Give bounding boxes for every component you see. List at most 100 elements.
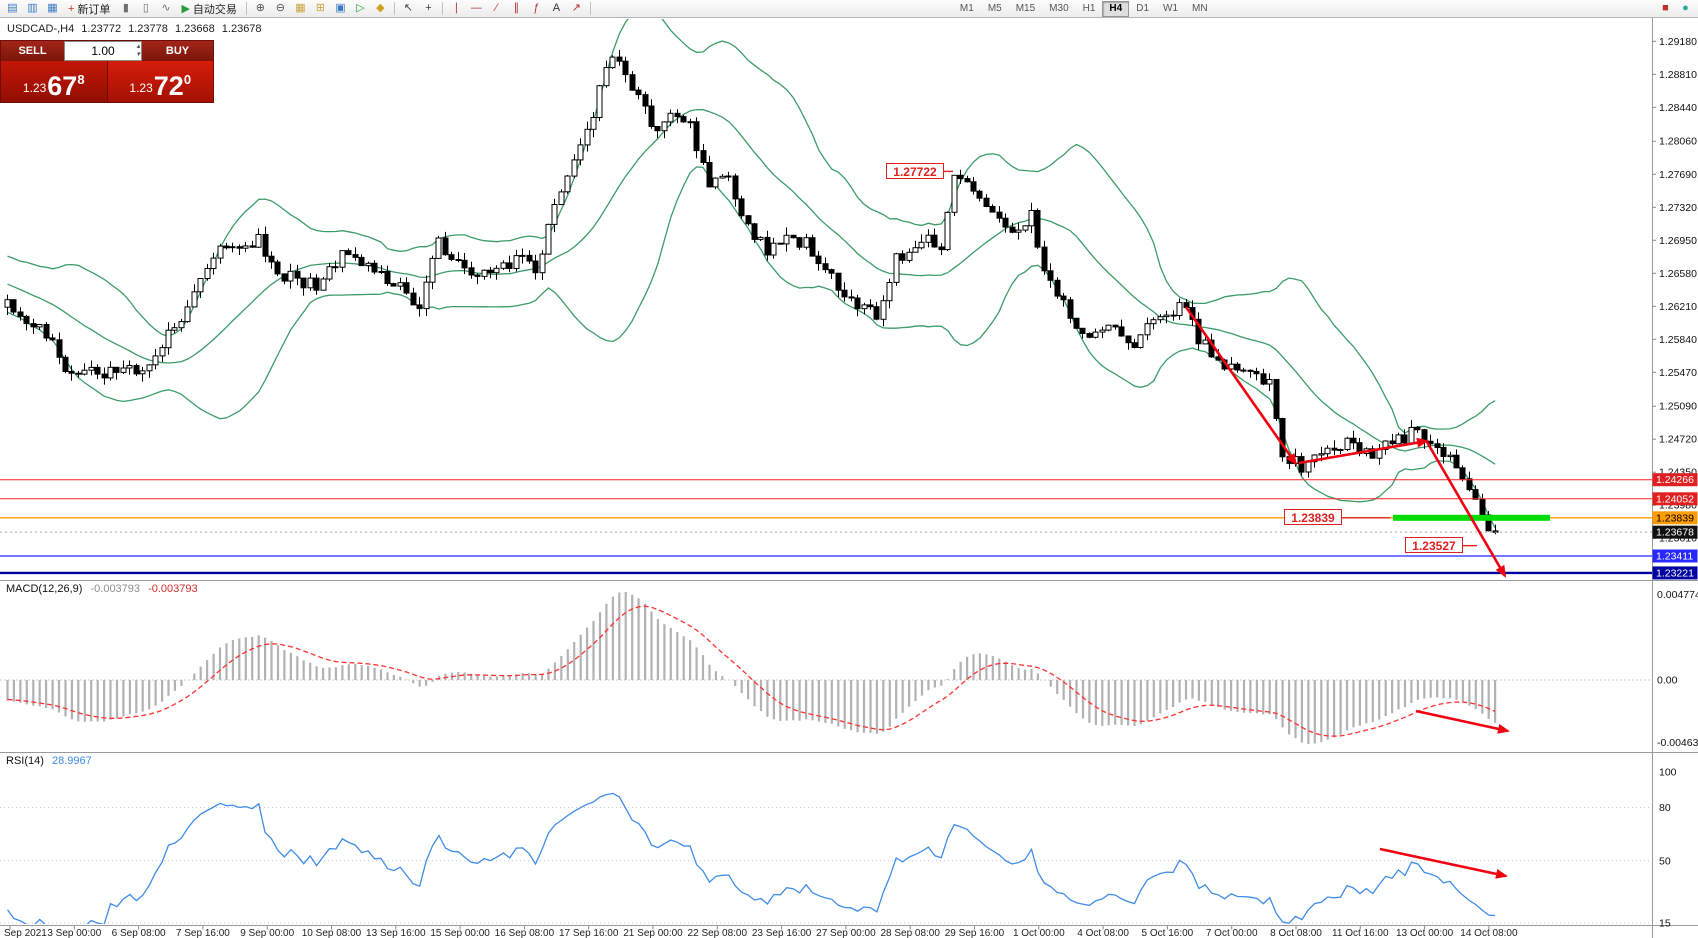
time-axis[interactable]: Sep 2021 3 Sep 00:00 6 Sep 08:00 7 Sep 16:0… [4,926,1518,938]
svg-text:15: 15 [1659,917,1671,929]
rsi-panel [0,792,1652,924]
navigator-icon[interactable]: ⊞ [315,2,326,14]
timeframe-button-mn[interactable]: MN [1192,2,1208,14]
annotation-leaders [944,170,1477,547]
chart-line-icon[interactable]: ∿ [161,2,171,14]
svg-text:0.00: 0.00 [1657,674,1678,686]
volume-up-arrow-icon[interactable]: ▴ [136,43,140,50]
chart-bars-icon[interactable]: ▮ [122,2,129,14]
autotrading-button-label: 自动交易 [192,3,237,16]
svg-text:1.23411: 1.23411 [1656,550,1693,562]
buy-button[interactable]: BUY [142,41,213,61]
svg-text:1.24266: 1.24266 [1656,474,1694,486]
sell-price-big: 67 [47,71,78,101]
timeframe-button-m1[interactable]: M1 [959,2,974,14]
svg-text:7 Oct 00:00: 7 Oct 00:00 [1206,928,1258,938]
terminal-icon[interactable]: ▣ [335,2,346,14]
svg-text:1.28440: 1.28440 [1659,102,1697,114]
toolbar-separator [589,2,591,15]
svg-text:1.23839: 1.23839 [1656,512,1694,524]
alerts-icon[interactable]: ◆ [376,2,385,14]
timeframe-button-h4[interactable]: H4 [1102,0,1130,17]
svg-text:22 Sep 08:00: 22 Sep 08:00 [688,928,748,938]
svg-text:23 Sep 16:00: 23 Sep 16:00 [752,928,812,938]
svg-text:1.24720: 1.24720 [1659,434,1697,446]
svg-text:29 Sep 16:00: 29 Sep 16:00 [945,928,1005,938]
community-icon[interactable]: ● [1682,2,1689,14]
sell-button[interactable]: SELL [1,41,64,61]
zoom-in-icon[interactable]: ⊕ [255,2,266,14]
price-annotation[interactable]: 1.23839 [1284,509,1342,526]
timeframe-button-m5[interactable]: M5 [987,2,1002,14]
buy-price-big: 72 [153,71,184,101]
channel-icon[interactable]: ∥ [513,2,520,14]
ohlc-high: 1.23778 [128,23,168,35]
price-axis[interactable]: 1.29180 1.28810 1.28440 1.28060 1.27690 1.273… [1652,36,1698,930]
svg-text:1 Oct 00:00: 1 Oct 00:00 [1013,928,1065,938]
strategy-tester-icon[interactable]: ▷ [356,2,365,14]
svg-text:16 Sep 08:00: 16 Sep 08:00 [495,928,555,938]
svg-text:8 Oct 08:00: 8 Oct 08:00 [1270,928,1322,938]
macd-histogram [6,592,1497,744]
vertical-line-icon[interactable]: ∣ [453,2,460,14]
toolbar-separator [441,2,443,15]
rsi-name: RSI(14) [6,755,44,767]
volume-spinner[interactable]: ▴ ▾ [136,43,140,59]
price-level-lines[interactable] [0,479,1652,575]
svg-text:4 Oct 08:00: 4 Oct 08:00 [1077,928,1129,938]
svg-text:13 Sep 16:00: 13 Sep 16:00 [366,928,426,938]
chart-title: USDCAD-,H4 1.23772 1.23778 1.23668 1.236… [7,23,266,35]
timeframe-button-m30[interactable]: M30 [1049,2,1069,14]
zoom-out-icon[interactable]: ⊖ [275,2,286,14]
svg-text:13 Oct 00:00: 13 Oct 00:00 [1396,928,1454,938]
tile-windows-icon[interactable]: ▦ [295,2,306,14]
sell-price[interactable]: 1.23 67 8 [1,61,108,102]
crosshair-icon[interactable]: + [425,2,432,14]
svg-text:50: 50 [1659,855,1671,867]
profiles-icon[interactable]: ▥ [27,2,38,14]
chart-window-icon[interactable]: ▤ [7,2,18,14]
autotrading-icon: ▶ [181,3,190,15]
timeframe-toolbar: M1 M5 M15 M30 H1 H4 D1 W1 MN [953,0,1215,17]
svg-text:0.004774: 0.004774 [1657,589,1698,601]
arrows-icon[interactable]: ↗ [571,2,582,14]
horizontal-line-icon[interactable]: — [470,2,482,14]
new-order-button[interactable]: + 新订单 [63,1,115,16]
panel-separators [0,18,1698,938]
trade-controls-row: SELL 1.00 ▴ ▾ BUY [1,41,213,61]
fullscreen-icon[interactable]: ■ [1662,2,1669,14]
timeframe-button-w1[interactable]: W1 [1163,2,1179,14]
trendline-icon[interactable]: ∕ [495,2,498,14]
svg-text:1.24052: 1.24052 [1656,493,1694,505]
rsi-line [6,792,1496,924]
svg-text:1.27690: 1.27690 [1659,169,1697,181]
timeframe-button-d1[interactable]: D1 [1136,2,1150,14]
rsi-indicator-label: RSI(14) 28.9967 [6,755,92,767]
timeframe-button-h1[interactable]: H1 [1082,2,1096,14]
trade-prices-row: 1.23 67 8 1.23 72 0 [1,61,213,102]
svg-text:1.27320: 1.27320 [1659,202,1697,214]
text-icon[interactable]: A [552,2,561,14]
macd-signal-line [7,605,1496,737]
svg-text:1.26950: 1.26950 [1659,235,1697,247]
volume-down-arrow-icon[interactable]: ▾ [136,51,140,58]
fibonacci-icon[interactable]: ƒ [533,2,540,14]
new-order-button-label: 新订单 [77,3,111,16]
ohlc-close: 1.23678 [221,23,262,35]
market-watch-icon[interactable]: ▦ [47,2,58,14]
buy-price-sup: 0 [183,72,192,87]
autotrading-button[interactable]: ▶ 自动交易 [176,1,241,16]
toolbar-separator [245,2,247,15]
price-annotation[interactable]: 1.27722 [886,162,944,179]
volume-stepper[interactable]: 1.00 ▴ ▾ [64,41,142,61]
svg-text:1.25090: 1.25090 [1659,401,1697,413]
trend-arrows[interactable] [1184,306,1510,879]
svg-text:1.26580: 1.26580 [1659,268,1697,280]
svg-text:7 Sep 16:00: 7 Sep 16:00 [176,928,230,938]
timeframe-button-m15[interactable]: M15 [1015,2,1036,14]
chart-candles-icon[interactable]: ▯ [142,2,149,14]
cursor-icon[interactable]: ↖ [403,2,414,14]
buy-price[interactable]: 1.23 72 0 [107,61,213,102]
price-annotation[interactable]: 1.23527 [1405,537,1463,554]
